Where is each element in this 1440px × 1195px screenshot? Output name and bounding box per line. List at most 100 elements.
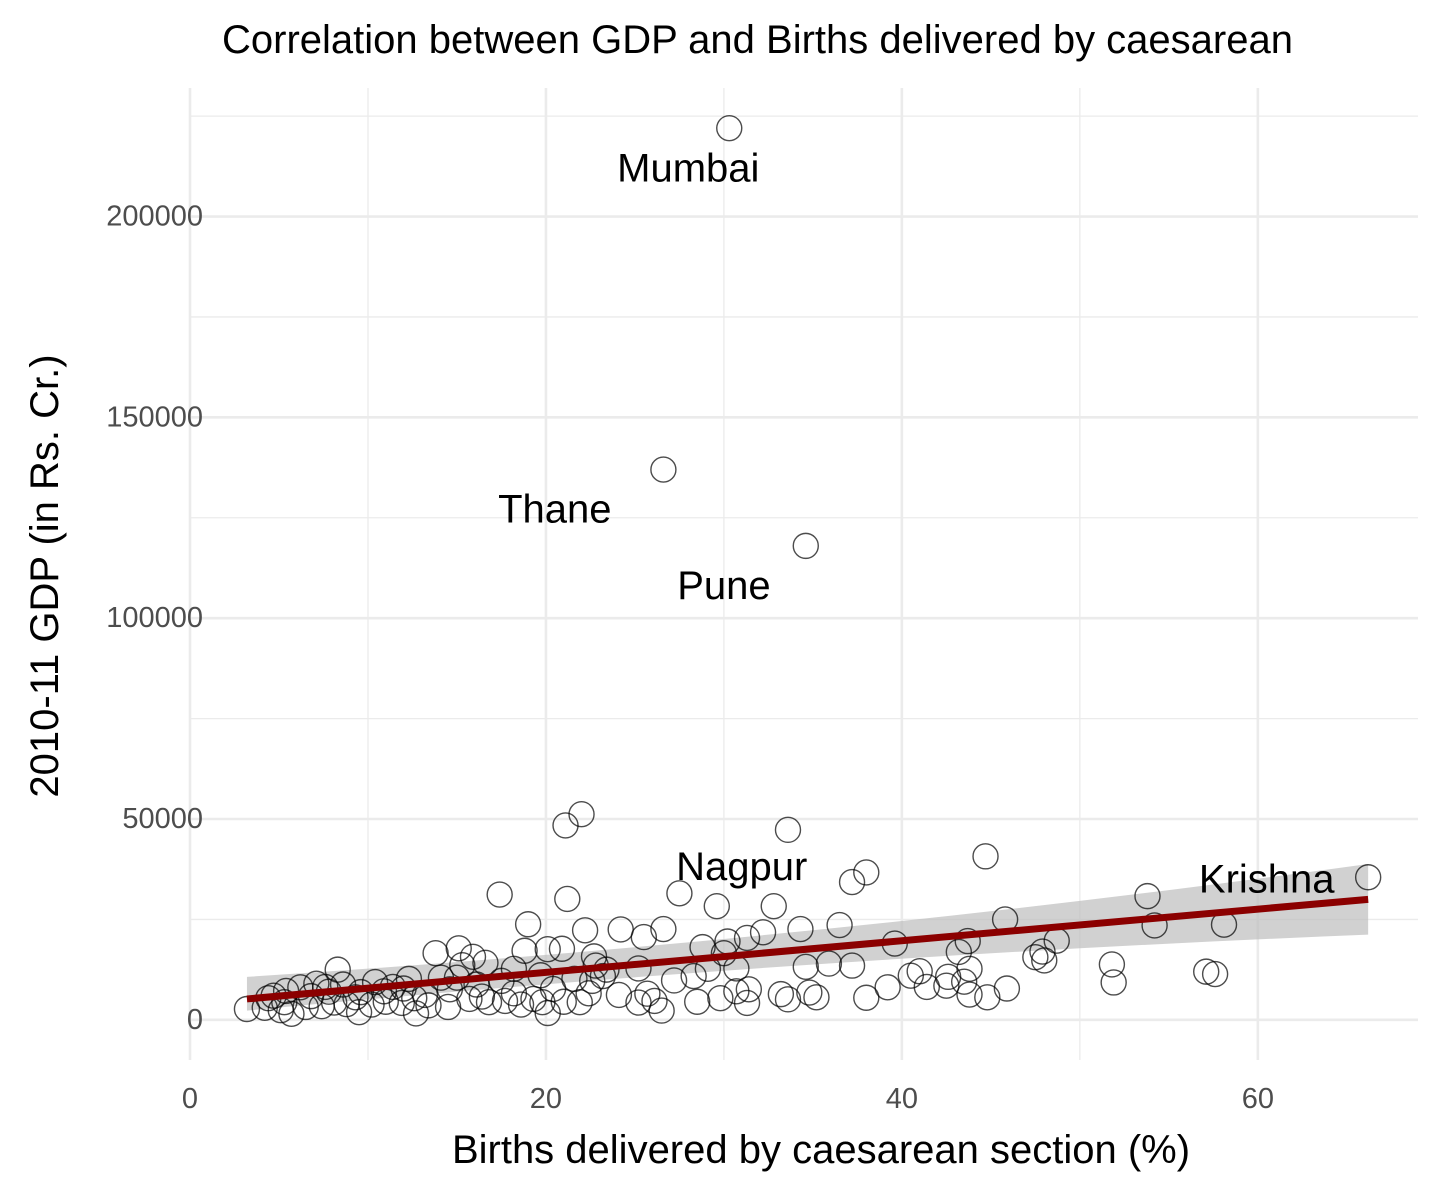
major-gridlines <box>188 88 1418 1060</box>
data-point <box>1098 951 1126 978</box>
data-point <box>1100 969 1127 996</box>
data-point <box>345 999 373 1026</box>
data-point <box>774 816 802 844</box>
chart-title: Correlation between GDP and Births deliv… <box>222 18 1293 62</box>
data-point <box>707 984 734 1012</box>
y-axis-tick-labels: 0 50000 100000 150000 200000 <box>106 201 203 1036</box>
data-point <box>486 881 513 908</box>
data-point <box>566 988 593 1016</box>
data-point <box>456 985 483 1013</box>
point-label: Krishna <box>1199 857 1335 901</box>
data-point <box>749 919 777 946</box>
data-point <box>468 983 496 1010</box>
data-point <box>1134 882 1161 910</box>
data-point <box>607 916 634 943</box>
data-point <box>933 972 960 999</box>
y-axis-title: 2010-11 GDP (in Rs. Cr.) <box>23 354 67 797</box>
point-label: Mumbai <box>617 146 759 190</box>
data-point <box>445 935 472 962</box>
data-point <box>507 991 535 1018</box>
point-annotations: Mumbai Thane Pune Nagpur Krishna <box>498 146 1335 901</box>
data-point <box>1193 958 1220 985</box>
data-point <box>954 927 981 955</box>
data-point <box>733 924 761 952</box>
data-point <box>342 984 369 1011</box>
data-point <box>974 984 1001 1011</box>
data-point <box>680 962 707 990</box>
data-point <box>641 987 668 1015</box>
data-point <box>1031 947 1058 974</box>
trend-line <box>246 895 1369 1003</box>
x-tick-label: 20 <box>530 1083 562 1115</box>
data-point <box>853 859 880 886</box>
x-tick-label: 60 <box>1242 1083 1274 1115</box>
data-point <box>534 999 561 1027</box>
data-point <box>548 935 576 962</box>
data-point <box>1141 912 1168 939</box>
data-point <box>634 980 661 1007</box>
data-point <box>803 984 830 1011</box>
data-point <box>1201 960 1229 988</box>
data-point <box>660 967 688 994</box>
x-axis-tick-labels: 0 20 40 60 <box>182 1083 1274 1115</box>
data-point <box>534 935 561 963</box>
y-tick-label: 0 <box>187 1004 203 1036</box>
data-point <box>630 923 658 951</box>
data-point <box>287 974 314 1001</box>
data-point <box>575 980 602 1007</box>
data-point <box>1354 864 1382 891</box>
data-point <box>838 952 866 979</box>
data-point <box>792 953 819 981</box>
data-point <box>913 973 940 1001</box>
data-point <box>838 868 866 896</box>
data-point <box>716 114 743 142</box>
data-point <box>491 987 519 1015</box>
data-point <box>650 456 677 483</box>
data-point <box>666 880 693 907</box>
data-point <box>703 892 730 920</box>
data-point <box>826 911 853 939</box>
data-point <box>787 915 814 943</box>
data-point <box>571 917 599 944</box>
minor-gridlines <box>190 88 1418 1060</box>
x-tick-label: 0 <box>182 1083 198 1115</box>
data-point <box>388 989 415 1017</box>
data-point <box>648 997 675 1024</box>
data-point <box>774 986 802 1013</box>
data-point <box>972 843 999 870</box>
data-point <box>463 971 490 998</box>
data-point <box>956 981 983 1008</box>
y-tick-label: 150000 <box>106 401 203 433</box>
data-point <box>897 962 924 989</box>
data-point <box>402 1000 430 1027</box>
data-point <box>422 939 449 967</box>
y-tick-label: 200000 <box>106 201 203 233</box>
data-point <box>358 991 385 1018</box>
data-point <box>760 892 787 920</box>
data-point <box>723 978 750 1005</box>
data-point <box>475 988 503 1016</box>
data-point <box>568 800 595 828</box>
data-point <box>792 532 819 560</box>
data-point <box>993 975 1021 1002</box>
data-point <box>552 812 579 839</box>
data-point <box>796 979 823 1006</box>
data-point <box>554 885 581 913</box>
data-point <box>459 943 487 970</box>
data-point <box>950 968 978 995</box>
data-point <box>625 989 652 1016</box>
x-tick-label: 40 <box>886 1083 918 1115</box>
data-point <box>650 915 677 943</box>
data-point <box>415 992 442 1019</box>
data-point <box>767 980 795 1008</box>
data-point <box>815 950 843 977</box>
data-point <box>1029 938 1056 965</box>
y-tick-label: 100000 <box>106 602 203 634</box>
y-tick-label: 50000 <box>122 803 203 835</box>
data-point <box>733 989 761 1017</box>
x-axis-title: Births delivered by caesarean section (%… <box>452 1128 1190 1172</box>
data-point <box>605 981 633 1009</box>
point-label: Thane <box>498 488 611 532</box>
data-points <box>233 114 1382 1028</box>
